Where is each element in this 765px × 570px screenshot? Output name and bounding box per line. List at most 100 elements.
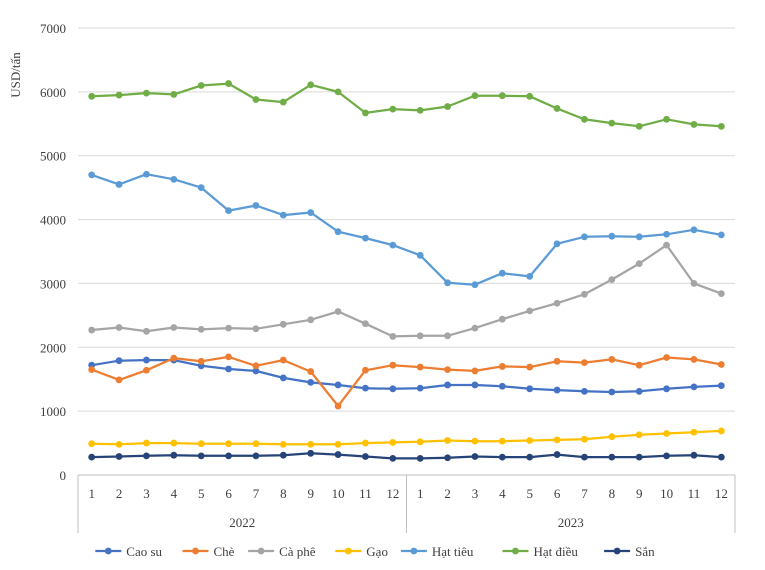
- data-point-cà-phê: [416, 332, 424, 340]
- data-point-cà-phê: [608, 276, 616, 283]
- series-line-chè: [91, 355, 722, 408]
- data-point-cao-su: [663, 385, 670, 393]
- x-tick-label: 12: [386, 486, 399, 501]
- series-lines: [88, 80, 725, 462]
- legend-label-chè: Chè: [214, 544, 235, 559]
- legend: Cao su Chè Cà phê Gạo Hạt tiêu Hạt điều Sắn: [95, 544, 655, 559]
- x-tick-label: 4: [171, 486, 178, 501]
- data-point-gạo: [170, 439, 178, 447]
- data-point-hạt-điều: [252, 96, 260, 103]
- data-point-cao-su: [279, 374, 287, 382]
- data-point-hạt-tiêu: [690, 226, 698, 234]
- data-point-hạt-điều: [362, 109, 369, 117]
- y-tick-label: 2000: [40, 340, 66, 355]
- data-point-cà-phê: [225, 324, 232, 332]
- data-point-hạt-điều: [663, 115, 670, 123]
- data-point-hạt-điều: [635, 122, 643, 130]
- data-point-cà-phê: [334, 308, 342, 315]
- data-point-chè: [471, 367, 479, 375]
- data-point-gạo: [635, 431, 643, 439]
- data-point-hạt-tiêu: [717, 231, 725, 239]
- y-tick-label: 4000: [40, 213, 66, 228]
- data-point-gạo: [471, 437, 479, 445]
- data-point-gạo: [581, 435, 588, 443]
- data-point-cao-su: [115, 357, 123, 365]
- data-point-hạt-tiêu: [553, 240, 561, 248]
- data-point-gạo: [279, 440, 287, 448]
- data-point-cà-phê: [143, 327, 150, 335]
- data-point-hạt-điều: [608, 119, 616, 127]
- data-point-gạo: [115, 440, 123, 448]
- data-point-gạo: [225, 440, 232, 448]
- series-line-gạo: [91, 429, 722, 446]
- x-tick-label: 1: [417, 486, 424, 501]
- legend-label-gạo: Gạo: [366, 544, 388, 559]
- data-point-hạt-tiêu: [362, 234, 369, 242]
- data-point-hạt-điều: [717, 122, 725, 130]
- data-point-hạt-tiêu: [389, 241, 397, 249]
- data-point-gạo: [608, 433, 616, 441]
- data-point-cà-phê: [389, 333, 397, 340]
- data-point-cao-su: [307, 379, 315, 386]
- data-point-cà-phê: [362, 320, 369, 328]
- data-point-hạt-tiêu: [279, 211, 287, 219]
- legend-marker-gạo: [344, 547, 352, 555]
- data-point-cao-su: [334, 381, 342, 389]
- data-point-sắn: [279, 451, 287, 459]
- legend-marker-hạt-tiêu: [410, 547, 418, 555]
- legend-marker-hạt-điều: [512, 547, 519, 555]
- series-line-hạt-điều: [91, 82, 722, 128]
- data-point-hạt-tiêu: [635, 233, 643, 241]
- x-tick-label: 11: [359, 486, 372, 501]
- data-point-hạt-tiêu: [471, 281, 479, 289]
- x-tick-label: 3: [472, 486, 479, 501]
- data-point-hạt-tiêu: [334, 228, 342, 236]
- legend-marker-chè: [192, 547, 199, 555]
- y-tick-label: 5000: [40, 149, 66, 164]
- data-point-cao-su: [690, 383, 698, 391]
- data-point-hạt-tiêu: [143, 170, 150, 178]
- data-point-sắn: [197, 452, 205, 460]
- data-point-hạt-điều: [416, 106, 424, 114]
- data-point-sắn: [663, 452, 670, 460]
- data-point-cà-phê: [717, 290, 725, 298]
- data-point-cao-su: [143, 356, 150, 364]
- data-point-cao-su: [389, 385, 397, 393]
- data-point-cà-phê: [498, 315, 506, 323]
- y-axis-label: USD/tấn: [8, 52, 23, 98]
- x-tick-label: 1: [88, 486, 95, 501]
- data-point-chè: [416, 363, 424, 371]
- data-point-sắn: [444, 454, 451, 462]
- data-point-hạt-tiêu: [581, 233, 588, 241]
- data-point-hạt-điều: [170, 91, 178, 98]
- group-label-2022: 2022: [229, 515, 255, 530]
- data-point-chè: [307, 368, 315, 375]
- data-point-hạt-điều: [334, 88, 342, 96]
- data-point-cà-phê: [663, 241, 670, 249]
- x-tick-label: 3: [143, 486, 150, 501]
- data-point-sắn: [307, 449, 315, 457]
- x-tick-label: 7: [581, 486, 588, 501]
- x-tick-label: 8: [609, 486, 616, 501]
- data-point-gạo: [663, 430, 670, 437]
- data-point-hạt-tiêu: [115, 181, 123, 188]
- data-point-chè: [88, 366, 96, 374]
- x-tick-label: 7: [253, 486, 260, 501]
- data-point-sắn: [471, 453, 479, 460]
- data-point-cao-su: [526, 385, 534, 393]
- x-tick-label: 12: [715, 486, 728, 501]
- data-point-hạt-tiêu: [663, 230, 670, 238]
- data-point-hạt-điều: [581, 115, 588, 123]
- data-point-sắn: [143, 452, 150, 460]
- data-point-gạo: [553, 436, 561, 444]
- data-point-cà-phê: [444, 332, 451, 340]
- data-point-hạt-điều: [498, 92, 506, 100]
- data-point-chè: [362, 366, 369, 374]
- legend-label-cà-phê: Cà phê: [279, 544, 316, 559]
- data-point-hạt-điều: [471, 92, 479, 100]
- data-point-cao-su: [498, 382, 506, 390]
- x-tick-label: 2: [116, 486, 123, 501]
- data-point-sắn: [581, 453, 588, 461]
